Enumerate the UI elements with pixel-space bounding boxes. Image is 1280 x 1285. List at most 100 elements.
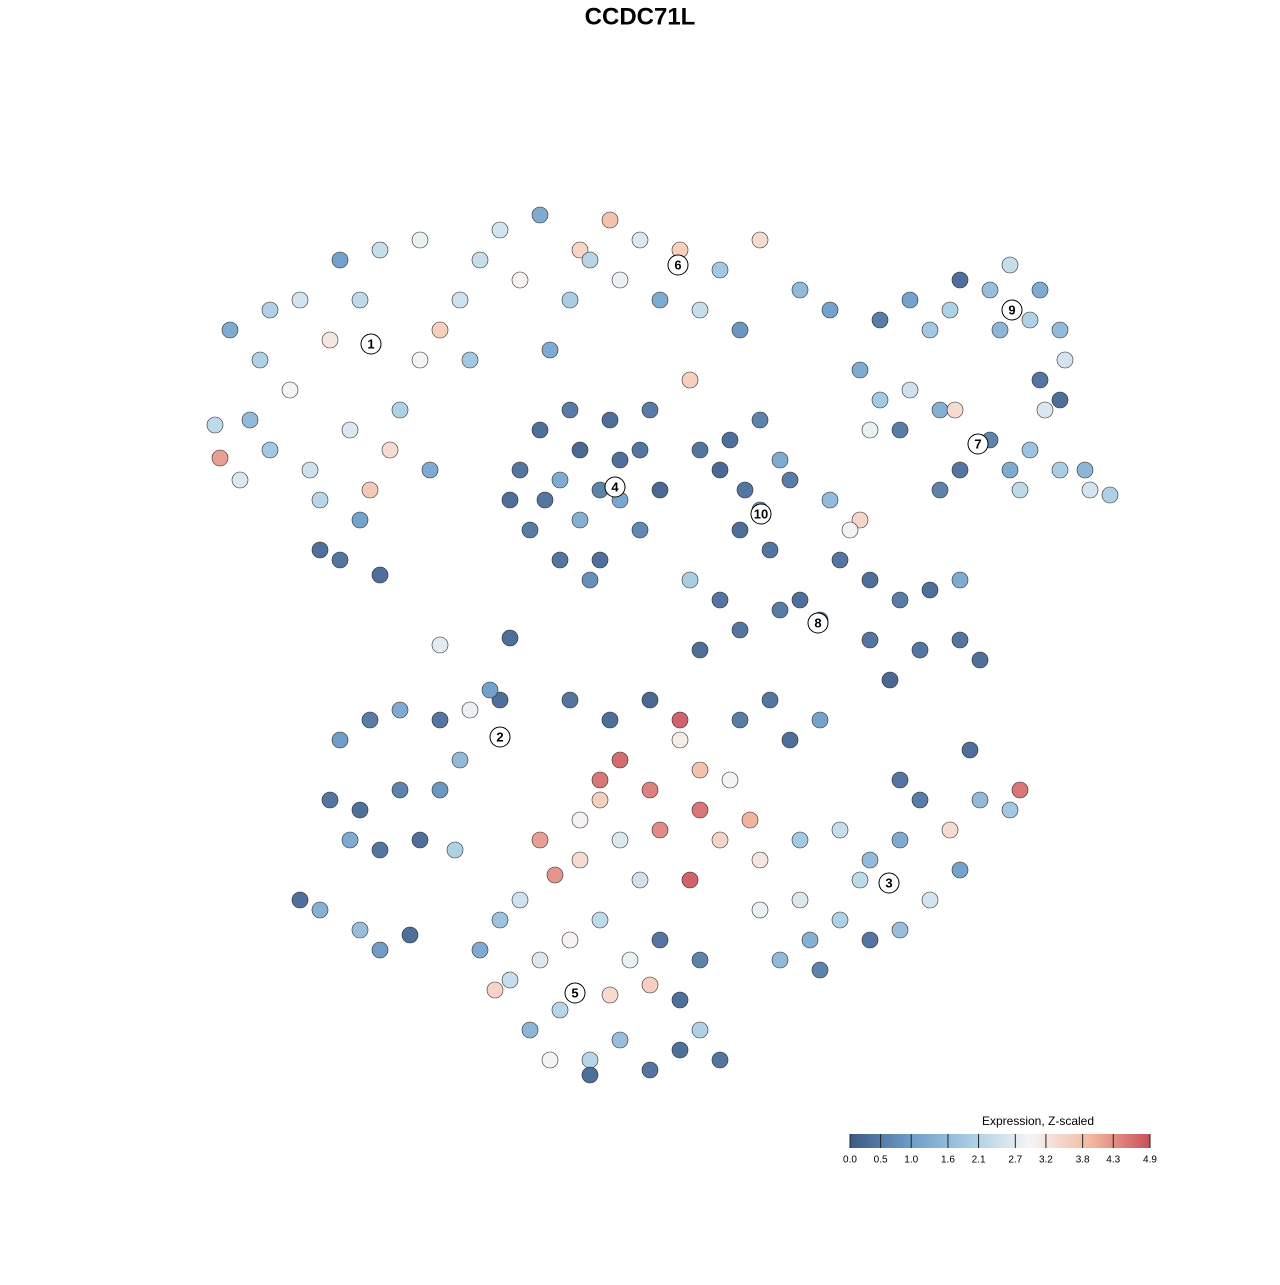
cell-point — [351, 511, 369, 529]
cell-point — [291, 291, 309, 309]
cluster-badge — [604, 476, 626, 498]
cell-point — [581, 1051, 599, 1069]
cell-point — [591, 911, 609, 929]
cell-point — [881, 671, 899, 689]
cluster-badge — [807, 612, 829, 634]
cell-point — [671, 1041, 689, 1059]
cell-point — [551, 551, 569, 569]
cell-point — [681, 371, 699, 389]
cell-point — [821, 491, 839, 509]
cell-point — [961, 741, 979, 759]
cell-point — [261, 301, 279, 319]
cell-point — [491, 691, 509, 709]
cell-point — [601, 211, 619, 229]
cell-point — [341, 421, 359, 439]
cell-point — [531, 421, 549, 439]
colorbar-tick-label: 1.0 — [904, 1155, 918, 1166]
cell-point — [921, 321, 939, 339]
colorbar-tick-label: 4.9 — [1143, 1155, 1157, 1166]
cell-point — [561, 931, 579, 949]
cell-point — [241, 411, 259, 429]
cell-point — [791, 281, 809, 299]
cell-point — [1076, 461, 1094, 479]
cell-point — [671, 731, 689, 749]
cell-point — [291, 891, 309, 909]
cell-point — [871, 311, 889, 329]
colorbar-tick-label: 2.1 — [972, 1155, 986, 1166]
cell-point — [1011, 781, 1029, 799]
cell-point — [851, 361, 869, 379]
colorbar-tick-label: 4.3 — [1106, 1155, 1120, 1166]
cell-point — [861, 631, 879, 649]
cell-point — [571, 811, 589, 829]
cell-point — [501, 629, 519, 647]
cell-point — [711, 261, 729, 279]
cell-point — [301, 461, 319, 479]
cell-point — [641, 691, 659, 709]
cell-point — [951, 461, 969, 479]
cell-point — [601, 411, 619, 429]
cell-point — [951, 631, 969, 649]
cell-point — [711, 831, 729, 849]
cell-point — [761, 541, 779, 559]
cell-point — [331, 731, 349, 749]
cell-point — [581, 1066, 599, 1084]
cell-point — [331, 551, 349, 569]
chart-title: CCDC71L — [585, 3, 696, 30]
cell-point — [901, 381, 919, 399]
cell-point — [811, 961, 829, 979]
cell-point — [371, 241, 389, 259]
cell-point — [771, 601, 789, 619]
cell-point — [1031, 281, 1049, 299]
colorbar — [850, 1134, 1150, 1148]
cell-point — [351, 801, 369, 819]
cluster-label: 3 — [885, 875, 892, 890]
cell-point — [731, 321, 749, 339]
cell-point — [611, 271, 629, 289]
cell-point — [511, 461, 529, 479]
cell-point — [791, 591, 809, 609]
cell-point — [1021, 311, 1039, 329]
cluster-label: 6 — [674, 257, 681, 272]
cell-point — [641, 781, 659, 799]
cell-point — [251, 351, 269, 369]
cell-point — [891, 831, 909, 849]
cell-point — [521, 1021, 539, 1039]
cell-point — [721, 431, 739, 449]
cluster-badge — [564, 982, 586, 1004]
cluster-label: 7 — [974, 436, 981, 451]
cell-point — [621, 951, 639, 969]
cell-point — [631, 441, 649, 459]
cell-point — [281, 381, 299, 399]
cell-point — [671, 711, 689, 729]
cell-point — [536, 491, 554, 509]
colorbar-tick-label: 0.0 — [843, 1155, 857, 1166]
cell-point — [541, 1051, 559, 1069]
cell-point — [591, 551, 609, 569]
cell-point — [431, 711, 449, 729]
cell-point — [371, 941, 389, 959]
cell-point — [531, 831, 549, 849]
cell-point — [991, 321, 1009, 339]
cell-point — [891, 591, 909, 609]
cell-point — [311, 901, 329, 919]
cell-point — [891, 421, 909, 439]
cell-point — [411, 231, 429, 249]
cell-point — [941, 301, 959, 319]
cell-point — [711, 461, 729, 479]
cell-point — [1001, 256, 1019, 274]
cell-point — [791, 831, 809, 849]
cell-point — [981, 281, 999, 299]
cell-point — [341, 831, 359, 849]
colorbar-title: Expression, Z-scaled — [982, 1114, 1094, 1128]
cluster-label: 9 — [1008, 302, 1015, 317]
cell-point — [401, 926, 419, 944]
cell-point — [446, 841, 464, 859]
cell-point — [691, 1021, 709, 1039]
cell-point — [901, 291, 919, 309]
cell-point — [631, 521, 649, 539]
cell-point — [811, 711, 829, 729]
cell-point — [641, 1061, 659, 1079]
cell-point — [591, 771, 609, 789]
cell-point — [1051, 461, 1069, 479]
